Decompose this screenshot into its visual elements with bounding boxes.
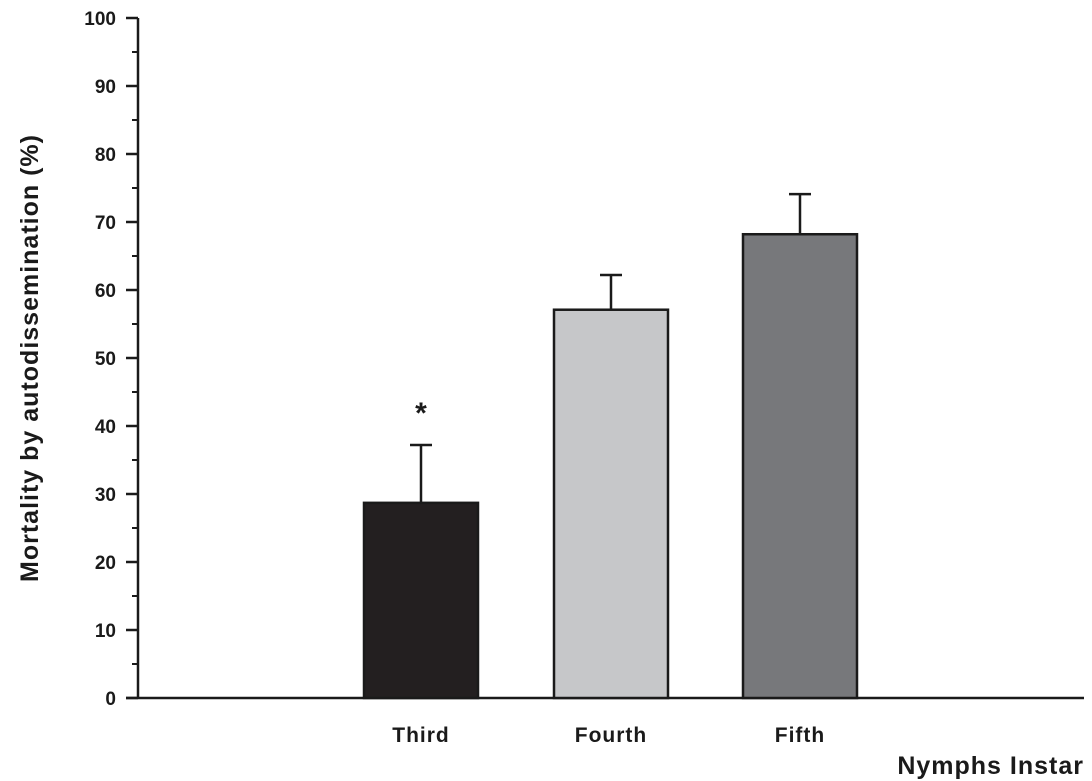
y-tick-label: 10 (95, 621, 116, 642)
bar (362, 501, 480, 700)
bar (741, 232, 859, 700)
bar (552, 308, 670, 700)
y-axis: 0 10 20 30 40 50 60 70 80 90 100 (84, 9, 140, 710)
bars: * (362, 192, 859, 700)
x-tick-label: Fifth (775, 724, 825, 747)
y-tick-label: 30 (95, 485, 116, 506)
y-tick-label: 100 (84, 9, 116, 30)
x-tick-label: Fourth (575, 724, 647, 747)
y-tick-label: 40 (95, 417, 116, 438)
x-axis-title: Nymphs Instar (897, 752, 1084, 780)
y-tick-label: 80 (95, 145, 116, 166)
y-tick-label: 0 (105, 689, 116, 710)
x-axis: Third Fourth Fifth (126, 696, 1084, 747)
y-tick-label: 70 (95, 213, 116, 234)
y-tick-label: 60 (95, 281, 116, 302)
y-axis-title: Mortality by autodissemination (%) (16, 134, 44, 582)
y-tick-label: 20 (95, 553, 116, 574)
x-tick-label: Third (392, 724, 450, 747)
y-tick-label: 90 (95, 77, 116, 98)
y-tick-label: 50 (95, 349, 116, 370)
significance-marker: * (415, 397, 427, 430)
